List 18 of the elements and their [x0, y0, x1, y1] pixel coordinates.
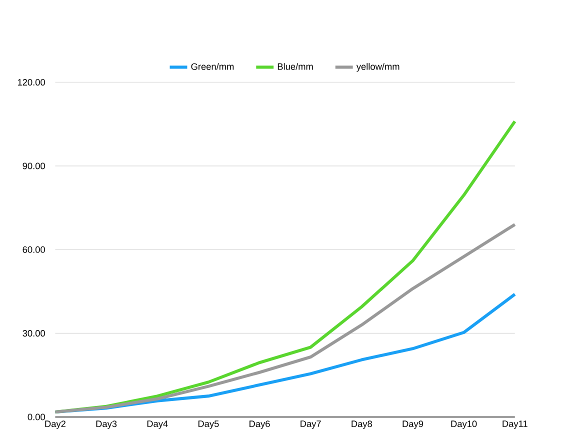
x-tick-label: Day4 — [147, 420, 168, 429]
legend-label: yellow/mm — [356, 63, 400, 72]
y-tick-label: 0.00 — [28, 414, 45, 420]
x-tick-label: Day2 — [45, 420, 66, 430]
x-tick-label: Day9 — [402, 420, 424, 430]
y-tick-label: 90.00 — [22, 162, 45, 170]
y-tick-label: 30.00 — [22, 330, 45, 337]
x-tick-label: Day10 — [451, 420, 477, 430]
y-tick-label: 60.00 — [22, 246, 45, 253]
legend-label: Green/mm — [191, 63, 234, 70]
x-tick-label: Day5 — [198, 420, 219, 429]
y-tick-label: 120.00 — [18, 79, 45, 86]
x-tick-label: Day6 — [250, 420, 270, 430]
x-tick-label: Day3 — [96, 420, 117, 430]
x-tick-label: Day8 — [352, 420, 372, 430]
x-tick-label: Day7 — [300, 420, 321, 429]
legend-label: Blue/mm — [278, 63, 313, 70]
x-tick-label: Day11 — [502, 420, 528, 429]
